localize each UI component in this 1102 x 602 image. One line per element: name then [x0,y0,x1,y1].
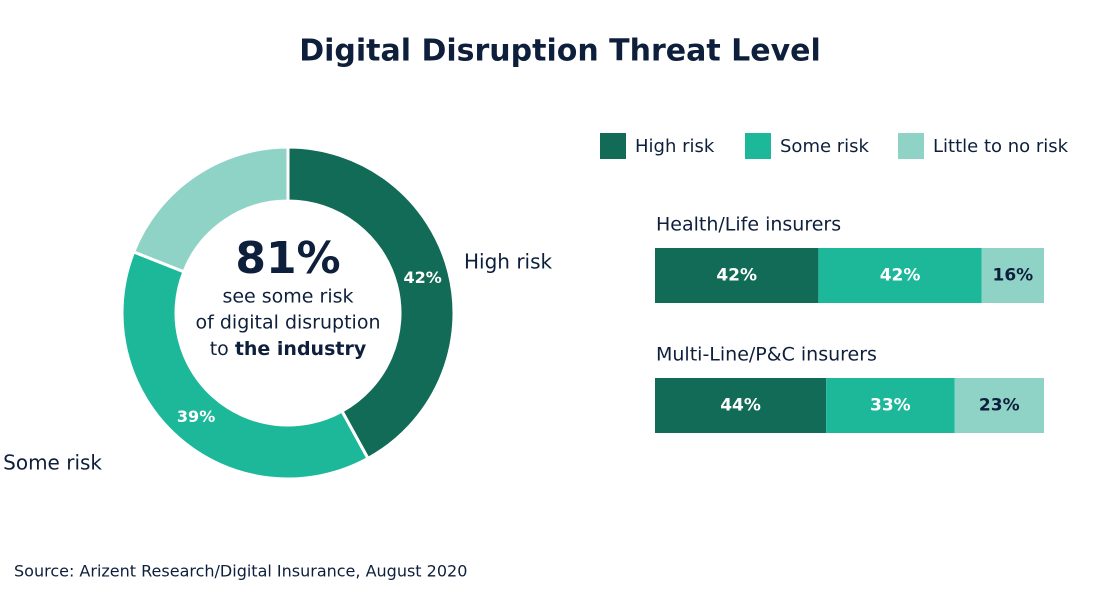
bar-value-label: 42% [880,266,921,286]
bar-segment [981,248,1044,303]
category-label: Multi-Line/P&C insurers [656,344,877,366]
bar-value-label: 44% [720,396,761,416]
center-word: to [210,338,229,360]
donut-slice [286,145,456,461]
legend-swatch [600,133,626,159]
donut-slice [120,249,371,481]
center-value: 81% [235,233,340,284]
slice-category-label: High risk [464,250,553,274]
bar-value-label: 16% [993,266,1034,286]
bar-segment [818,248,982,303]
source: Source: Arizent Research/Digital Insuran… [14,562,467,581]
bar-segment [826,378,955,433]
bar-segment [954,378,1044,433]
donut-slice [131,145,290,274]
legend-label: Little to no risk [933,136,1069,157]
legend-swatch [745,133,771,159]
slice-value-label: 39% [177,407,215,426]
chart-title: Digital Disruption Threat Level [299,34,821,69]
bar-segment [655,378,827,433]
bar-segment [655,248,819,303]
category-label: Health/Life insurers [656,214,841,236]
center-line: see some risk [222,286,353,308]
center-line: of digital disruption [196,312,381,334]
center-line: to the industry [210,338,367,360]
bar-value-label: 33% [870,396,911,416]
slice-value-label: 42% [403,268,441,287]
center-emphasis: the industry [235,338,367,360]
legend-label: High risk [635,136,715,157]
bar-value-label: 23% [979,396,1020,416]
legend-swatch [898,133,924,159]
bar-value-label: 42% [716,266,757,286]
slice-category-label: Some risk [3,450,102,474]
legend-label: Some risk [780,136,870,157]
